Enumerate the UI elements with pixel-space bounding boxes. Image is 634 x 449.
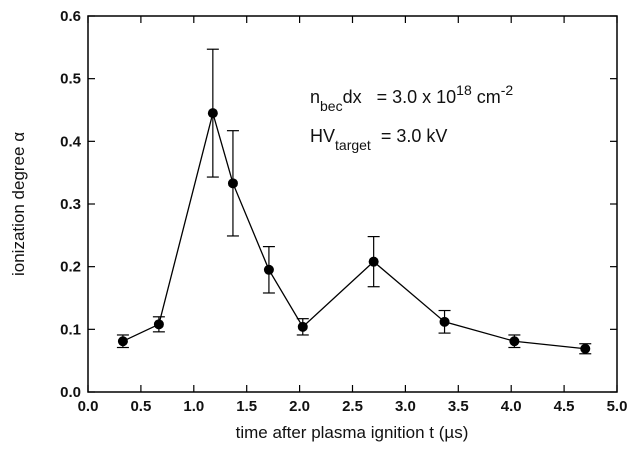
y-tick-label: 0.6 xyxy=(60,8,81,25)
y-tick-label: 0.4 xyxy=(60,133,82,150)
annotation-part: target xyxy=(335,137,371,153)
x-tick-label: 0.5 xyxy=(130,398,151,415)
annotation-part: -2 xyxy=(501,82,514,98)
annotation-part: n xyxy=(310,87,320,107)
y-tick-label: 0.5 xyxy=(60,71,81,88)
x-axis-label: time after plasma ignition t (µs) xyxy=(236,423,469,442)
data-point xyxy=(263,264,274,275)
y-tick-label: 0.2 xyxy=(60,259,81,276)
annotation-part: cm xyxy=(472,87,501,107)
data-point xyxy=(117,336,128,347)
data-point xyxy=(580,343,591,354)
x-tick-label: 2.0 xyxy=(289,398,310,415)
annotation: HVtarget = 3.0 kV xyxy=(310,126,447,153)
x-tick-label: 5.0 xyxy=(607,398,628,415)
y-tick-label: 0.0 xyxy=(60,384,81,401)
x-tick-label: 4.5 xyxy=(554,398,575,415)
data-point xyxy=(439,316,450,327)
x-tick-label: 1.0 xyxy=(183,398,204,415)
data-point xyxy=(297,321,308,332)
data-point xyxy=(368,256,379,267)
data-line xyxy=(122,110,586,350)
annotation-part: dx = 3.0 x 10 xyxy=(343,87,457,107)
data-point xyxy=(207,108,218,119)
data-point xyxy=(153,319,164,330)
x-tick-label: 4.0 xyxy=(501,398,522,415)
annotation-part: = 3.0 kV xyxy=(371,126,448,146)
x-tick-label: 3.5 xyxy=(448,398,469,415)
annotation-part: 18 xyxy=(456,82,472,98)
x-tick-label: 2.5 xyxy=(342,398,363,415)
annotation-part: bec xyxy=(320,98,343,114)
y-tick-label: 0.1 xyxy=(60,321,81,338)
data-point xyxy=(227,178,238,189)
plot-frame xyxy=(87,15,618,393)
annotation: nbecdx = 3.0 x 1018 cm-2 xyxy=(310,82,513,114)
x-tick-label: 1.5 xyxy=(236,398,257,415)
x-tick-label: 3.0 xyxy=(395,398,416,415)
data-point xyxy=(509,336,520,347)
x-tick-label: 0.0 xyxy=(78,398,99,415)
y-tick-label: 0.3 xyxy=(60,196,81,213)
y-axis-label: ionization degree α xyxy=(9,132,28,276)
annotation-part: HV xyxy=(310,126,335,146)
